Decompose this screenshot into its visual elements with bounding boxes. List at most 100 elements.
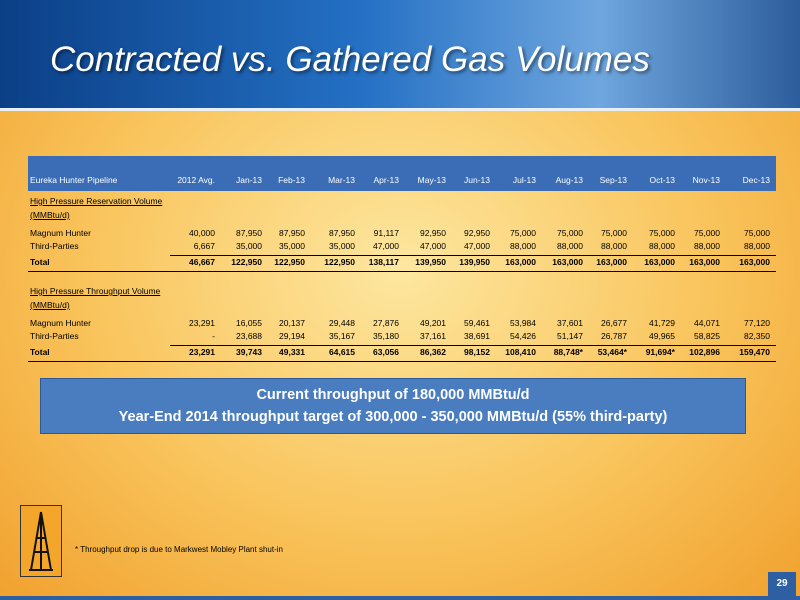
cell-value: 102,896 (689, 347, 720, 357)
column-header: Nov-13 (692, 175, 720, 185)
row-label: Total (30, 347, 50, 357)
cell-value: 75,000 (694, 228, 720, 238)
cell-value: 91,117 (373, 228, 399, 238)
cell-value: 29,448 (329, 318, 355, 328)
cell-value: 20,137 (279, 318, 305, 328)
cell-value: 163,000 (596, 257, 627, 267)
callout-line: Current throughput of 180,000 MMBtu/d (256, 387, 530, 403)
cell-value: 39,743 (236, 347, 262, 357)
cell-value: 26,787 (601, 331, 627, 341)
cell-value: 41,729 (649, 318, 675, 328)
cell-value: 35,000 (236, 241, 262, 251)
rule (170, 255, 776, 256)
cell-value: 47,000 (373, 241, 399, 251)
rule (28, 361, 776, 362)
cell-value: 86,362 (420, 347, 446, 357)
cell-value: 88,000 (557, 241, 583, 251)
cell-value: 37,161 (420, 331, 446, 341)
cell-value: - (212, 331, 215, 341)
cell-value: 88,748* (553, 347, 583, 357)
footnote: * Throughput drop is due to Markwest Mob… (75, 545, 283, 554)
cell-value: 163,000 (644, 257, 675, 267)
cell-value: 139,950 (415, 257, 446, 267)
cell-value: 88,000 (649, 241, 675, 251)
rule (170, 345, 776, 346)
cell-value: 49,201 (420, 318, 446, 328)
cell-value: 88,000 (694, 241, 720, 251)
cell-value: 75,000 (744, 228, 770, 238)
cell-value: 49,965 (649, 331, 675, 341)
cell-value: 40,000 (189, 228, 215, 238)
cell-value: 58,825 (694, 331, 720, 341)
cell-value: 122,950 (324, 257, 355, 267)
cell-value: 75,000 (510, 228, 536, 238)
rule (28, 271, 776, 272)
cell-value: 88,000 (744, 241, 770, 251)
cell-value: 87,950 (329, 228, 355, 238)
slide-title: Contracted vs. Gathered Gas Volumes (50, 40, 650, 79)
column-header: Eureka Hunter Pipeline (30, 175, 118, 185)
cell-value: 29,194 (279, 331, 305, 341)
cell-value: 16,055 (236, 318, 262, 328)
column-header: 2012 Avg. (177, 175, 215, 185)
cell-value: 6,667 (193, 241, 215, 251)
column-header: Jun-13 (464, 175, 490, 185)
cell-value: 47,000 (420, 241, 446, 251)
cell-value: 35,167 (329, 331, 355, 341)
page-number: 29 (768, 572, 796, 596)
cell-value: 163,000 (689, 257, 720, 267)
cell-value: 122,950 (231, 257, 262, 267)
cell-value: 122,950 (274, 257, 305, 267)
cell-value: 35,000 (329, 241, 355, 251)
cell-value: 38,691 (464, 331, 490, 341)
column-header: Dec-13 (742, 175, 770, 185)
cell-value: 82,350 (744, 331, 770, 341)
cell-value: 35,000 (279, 241, 305, 251)
callout-line: Year-End 2014 throughput target of 300,0… (118, 409, 668, 425)
cell-value: 75,000 (649, 228, 675, 238)
callout: Current throughput of 180,000 MMBtu/d Ye… (40, 378, 746, 434)
cell-value: 23,291 (189, 318, 215, 328)
banner-line (0, 108, 800, 111)
cell-value: 54,426 (510, 331, 536, 341)
cell-value: 47,000 (464, 241, 490, 251)
column-header: Mar-13 (328, 175, 355, 185)
cell-value: 88,000 (510, 241, 536, 251)
cell-value: 87,950 (236, 228, 262, 238)
row-label: Total (30, 257, 50, 267)
row-label: Magnum Hunter (30, 228, 91, 238)
column-header: Jan-13 (236, 175, 262, 185)
cell-value: 159,470 (739, 347, 770, 357)
cell-value: 75,000 (601, 228, 627, 238)
cell-value: 23,688 (236, 331, 262, 341)
row-label: Third-Parties (30, 331, 79, 341)
column-header: May-13 (417, 175, 446, 185)
cell-value: 26,677 (601, 318, 627, 328)
section-heading: (MMBtu/d) (30, 210, 70, 220)
cell-value: 139,950 (459, 257, 490, 267)
column-header: Sep-13 (599, 175, 627, 185)
cell-value: 63,056 (373, 347, 399, 357)
cell-value: 64,615 (329, 347, 355, 357)
logo-derrick (29, 511, 53, 571)
cell-value: 77,120 (744, 318, 770, 328)
section-heading: (MMBtu/d) (30, 300, 70, 310)
cell-value: 35,180 (373, 331, 399, 341)
cell-value: 59,461 (464, 318, 490, 328)
cell-value: 92,950 (464, 228, 490, 238)
logo (20, 505, 62, 577)
banner (0, 0, 800, 108)
column-header: Feb-13 (278, 175, 305, 185)
cell-value: 53,464* (597, 347, 627, 357)
column-header: Oct-13 (649, 175, 675, 185)
cell-value: 108,410 (505, 347, 536, 357)
column-header: Apr-13 (373, 175, 399, 185)
cell-value: 23,291 (189, 347, 215, 357)
cell-value: 163,000 (739, 257, 770, 267)
cell-value: 91,694* (645, 347, 675, 357)
cell-value: 87,950 (279, 228, 305, 238)
cell-value: 92,950 (420, 228, 446, 238)
cell-value: 46,667 (189, 257, 215, 267)
cell-value: 37,601 (557, 318, 583, 328)
